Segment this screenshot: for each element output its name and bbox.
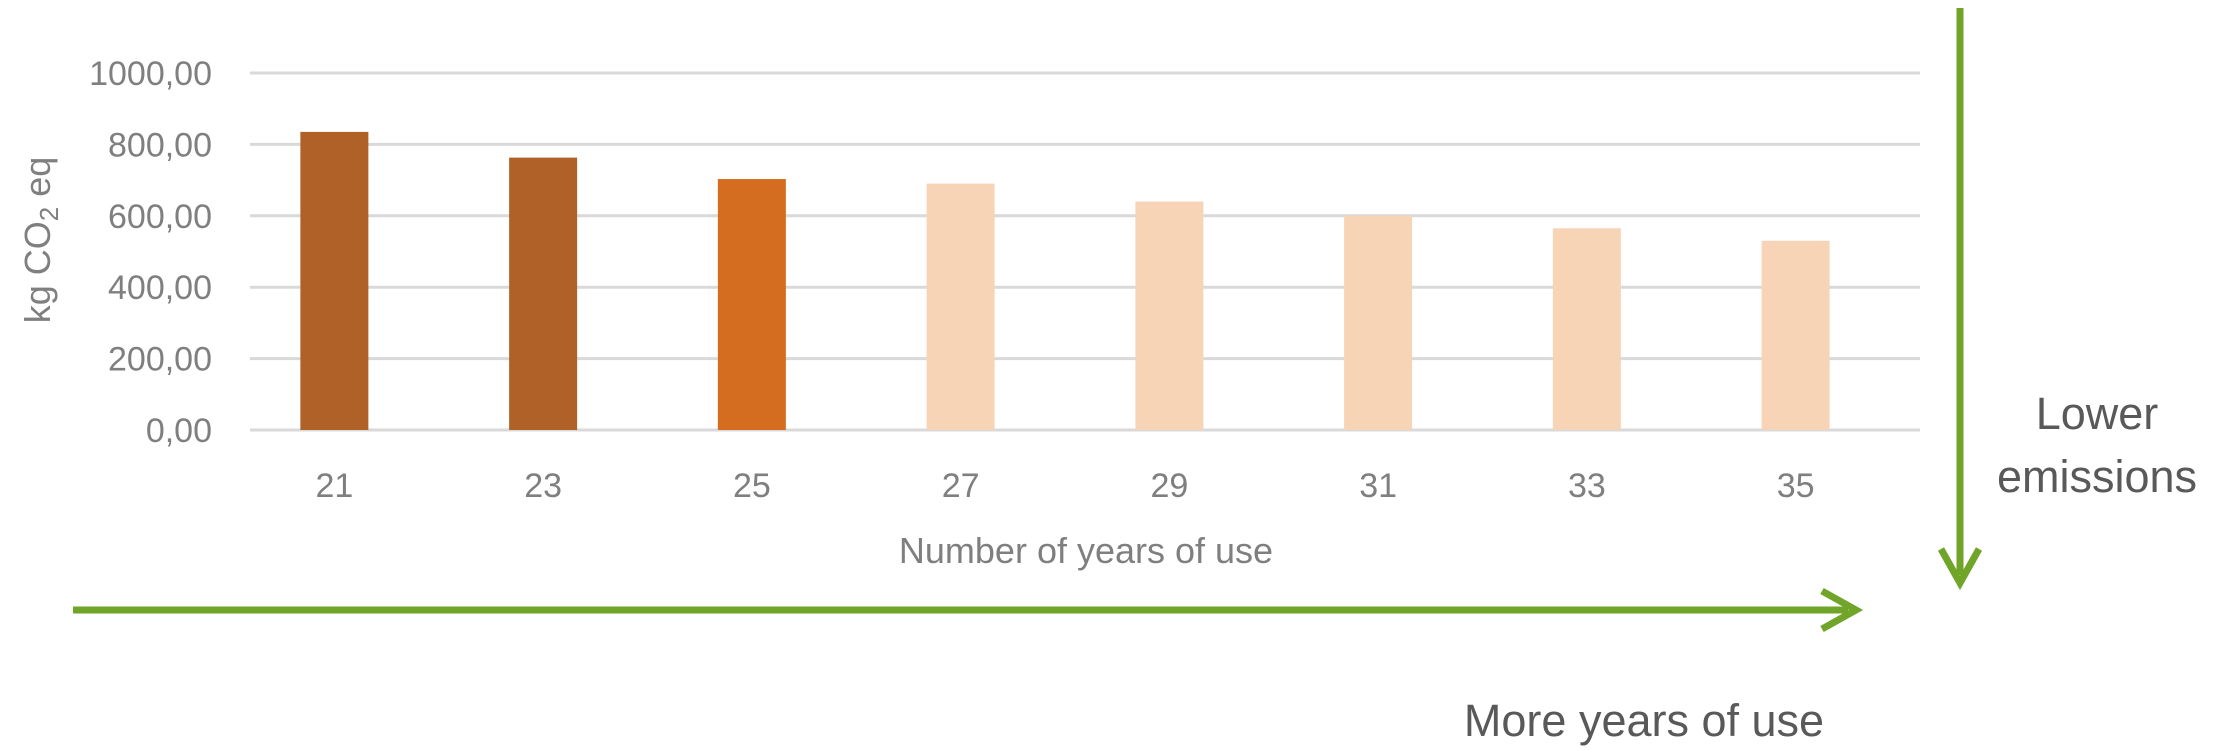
- y-tick-label: 200,00: [108, 341, 212, 379]
- y-tick-labels: 0,00 200,00 400,00 600,00 800,00 1000,00: [89, 55, 212, 450]
- y-tick-label: 400,00: [108, 269, 212, 307]
- y-tick-label: 0,00: [146, 412, 212, 450]
- x-tick-labels: 21 23 25 27 29 31 33 35: [315, 467, 1814, 505]
- y-tick-label: 800,00: [108, 126, 212, 164]
- more-years-label: More years of use: [1464, 695, 1824, 746]
- x-axis-title: Number of years of use: [899, 530, 1273, 571]
- y-tick-label: 1000,00: [89, 55, 212, 93]
- bar-25: [717, 179, 786, 430]
- y-tick-label: 600,00: [108, 198, 212, 236]
- y-axis-title: kg CO2 eq: [17, 157, 64, 324]
- x-tick-label: 31: [1359, 467, 1397, 505]
- bar-33: [1552, 228, 1621, 430]
- bar-31: [1344, 215, 1413, 430]
- x-tick-label: 29: [1150, 467, 1188, 505]
- lower-emissions-label-line1: Lower: [2036, 388, 2159, 439]
- bars: [300, 131, 1830, 430]
- bar-35: [1761, 240, 1830, 430]
- gridlines: [250, 71, 1920, 432]
- x-tick-label: 21: [315, 467, 353, 505]
- lower-emissions-label-line2: emissions: [1997, 451, 2197, 502]
- lower-emissions-arrow-head: [1937, 547, 1983, 591]
- x-tick-label: 35: [1777, 467, 1815, 505]
- more-years-arrow: [73, 587, 1864, 633]
- x-tick-label: 25: [733, 467, 771, 505]
- x-tick-label: 33: [1568, 467, 1606, 505]
- x-tick-label: 23: [524, 467, 562, 505]
- bar-21: [300, 131, 369, 430]
- lower-emissions-arrow: [1937, 8, 1983, 591]
- bar-27: [926, 183, 995, 430]
- bar-29: [1135, 201, 1204, 430]
- bar-23: [509, 157, 578, 430]
- x-tick-label: 27: [942, 467, 980, 505]
- more-years-arrow-head: [1820, 587, 1864, 633]
